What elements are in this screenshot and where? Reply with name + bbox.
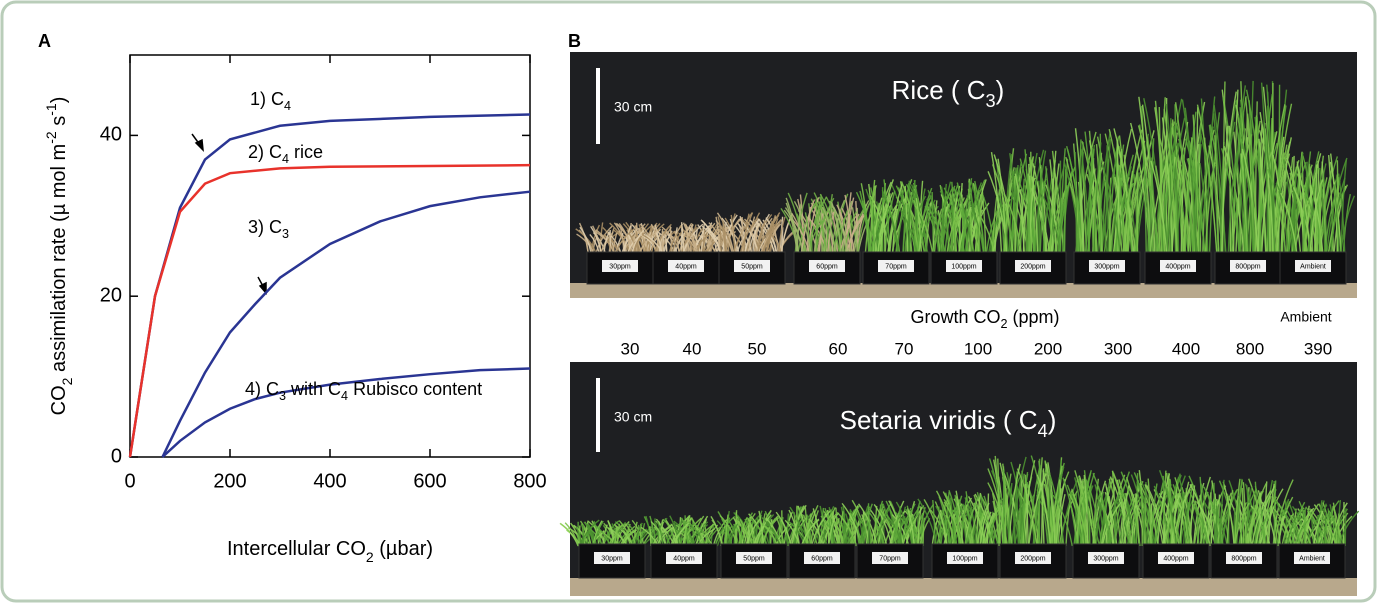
ground <box>570 578 1357 596</box>
panel-label: B <box>568 31 581 51</box>
panel-label: A <box>38 31 51 51</box>
pot-label: 40ppm <box>673 555 695 562</box>
y-axis-label: CO2 assimilation rate (µ mol m-2 s-1) <box>43 97 75 416</box>
text-part: 4) C <box>245 379 279 399</box>
growth-value: 30 <box>621 339 640 358</box>
text-part: 3 <box>279 389 286 403</box>
growth-value: 390 <box>1304 339 1332 358</box>
ground <box>570 283 1357 298</box>
text-part: CO <box>48 385 70 415</box>
text-part: 2 <box>59 377 75 385</box>
y-tick-label: 20 <box>100 284 122 306</box>
growth-value: 70 <box>895 339 914 358</box>
text-part: 3) C <box>248 217 282 237</box>
text-part: s <box>48 116 70 132</box>
leaf <box>1305 508 1306 546</box>
pot-label: 200ppm <box>1020 555 1045 562</box>
pot-label: Ambient <box>1299 555 1325 562</box>
figure: A B 30 cm 30 cm Ambient 0 200 400 600 800 0 20… <box>0 0 1377 603</box>
pot-label: 60ppm <box>816 263 838 270</box>
pot-label: Ambient <box>1300 263 1326 270</box>
leaf <box>583 525 584 546</box>
pot-label: 30ppm <box>601 555 623 562</box>
text-part: ) <box>996 75 1005 105</box>
pot-label: 40ppm <box>675 263 697 270</box>
pot-label: 100ppm <box>952 555 977 562</box>
text-part: assimilation rate (µ mol m <box>48 144 70 378</box>
text-part: rice <box>289 142 323 162</box>
pot-label: 200ppm <box>1020 263 1045 270</box>
text-part: 4 <box>282 152 289 166</box>
text-part: Setaria viridis ( C <box>840 405 1038 435</box>
y-tick-label: 0 <box>111 445 122 467</box>
pot-label: 70ppm <box>879 555 901 562</box>
pot-label: 50ppm <box>741 263 763 270</box>
text-part: Rubisco content <box>348 379 482 399</box>
text-part: ) <box>48 97 70 104</box>
text-part: 1) C <box>250 89 284 109</box>
text-part: -2 <box>43 131 59 144</box>
scale-label: 30 cm <box>614 409 652 425</box>
growth-value: 800 <box>1236 339 1264 358</box>
pot-label: 400ppm <box>1165 263 1190 270</box>
y-tick-label: 40 <box>100 124 122 146</box>
pot-label: 100ppm <box>951 263 976 270</box>
text-part: -1 <box>43 103 59 116</box>
scale-label: 30 cm <box>614 99 652 115</box>
pot-label: 400ppm <box>1163 555 1188 562</box>
pot-label: 50ppm <box>743 555 765 562</box>
pot-label: 800ppm <box>1235 263 1260 270</box>
text-part: ) <box>1048 405 1057 435</box>
x-tick-label: 200 <box>213 470 246 492</box>
text-part: 4 <box>1038 421 1048 441</box>
growth-value: 50 <box>748 339 767 358</box>
leaf <box>916 207 917 252</box>
growth-value: 200 <box>1034 339 1062 358</box>
growth-value: 300 <box>1104 339 1132 358</box>
pot-label: 60ppm <box>811 555 833 562</box>
pot-label: 800ppm <box>1231 555 1256 562</box>
x-tick-label: 800 <box>513 470 546 492</box>
pot-label: 300ppm <box>1093 555 1118 562</box>
pot-label: 30ppm <box>609 263 631 270</box>
text-part: 2 <box>1001 317 1008 331</box>
ambient-label: Ambient <box>1280 309 1331 325</box>
growth-value: 100 <box>964 339 992 358</box>
pot-label: 70ppm <box>885 263 907 270</box>
text-part: (ppm) <box>1008 307 1060 327</box>
growth-value: 400 <box>1172 339 1200 358</box>
text-part: 3 <box>986 91 996 111</box>
text-part: (µbar) <box>374 538 433 560</box>
text-part: Intercellular CO <box>227 538 366 560</box>
growth-value: 60 <box>829 339 848 358</box>
leaf <box>1170 118 1171 252</box>
x-tick-label: 0 <box>124 470 135 492</box>
text-part: with C <box>286 379 341 399</box>
x-tick-label: 600 <box>413 470 446 492</box>
leaf <box>741 524 742 546</box>
growth-value: 40 <box>683 339 702 358</box>
x-tick-label: 400 <box>313 470 346 492</box>
text-part: Rice ( C <box>892 75 986 105</box>
text-part: 3 <box>282 227 289 241</box>
text-part: 2) C <box>248 142 282 162</box>
text-part: 4 <box>284 99 291 113</box>
pot-label: 300ppm <box>1094 263 1119 270</box>
text-part: 4 <box>341 389 348 403</box>
text-part: Growth CO <box>910 307 1000 327</box>
text-part: 2 <box>366 549 374 565</box>
